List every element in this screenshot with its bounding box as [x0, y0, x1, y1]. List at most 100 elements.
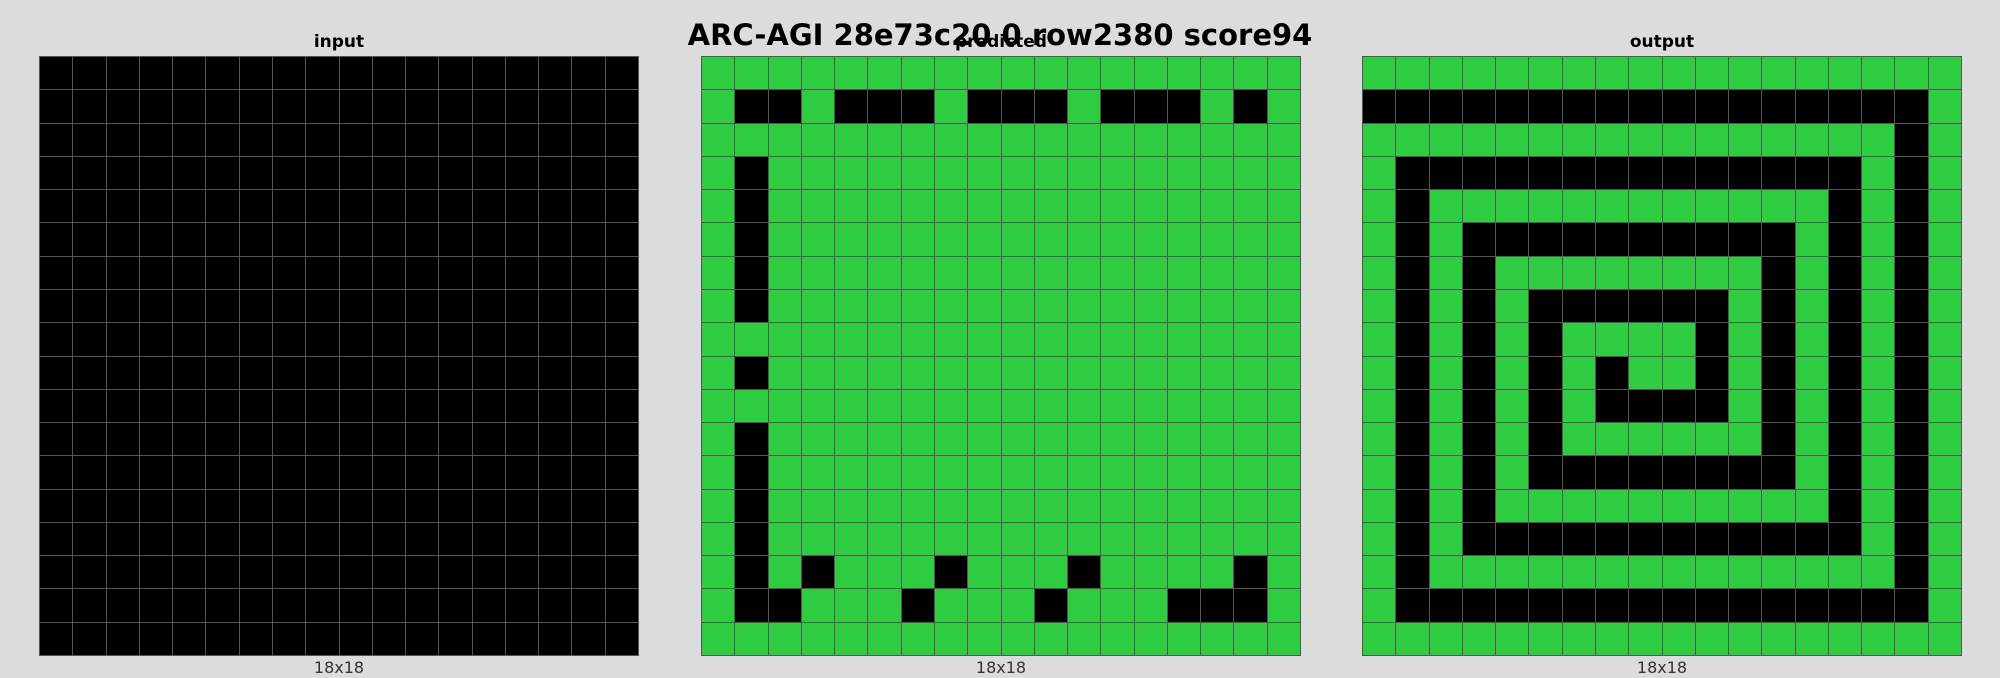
grid-cell [572, 389, 605, 423]
grid-cell [406, 190, 439, 223]
grid-cell [1201, 456, 1234, 489]
grid-cell [1695, 90, 1729, 123]
grid-cell [1662, 389, 1695, 423]
grid-cell [1396, 323, 1429, 356]
grid-cell [306, 123, 339, 156]
grid-cell [40, 323, 73, 356]
grid-cell [1762, 556, 1795, 589]
grid-cell [339, 389, 372, 423]
grid-cell [472, 522, 505, 556]
grid-cell [1529, 423, 1562, 456]
grid-cell [106, 456, 139, 489]
grid-cell [868, 556, 901, 589]
grid-cell [339, 90, 372, 123]
grid-cell [1895, 556, 1928, 589]
grid-cell [1234, 289, 1267, 323]
grid-cell [472, 389, 505, 423]
grid-cell [1529, 223, 1562, 256]
grid-cell [1363, 256, 1396, 289]
grid-cell [1562, 556, 1595, 589]
grid-cell [1695, 223, 1729, 256]
grid-cell [901, 556, 934, 589]
output-panel-title: output [1629, 32, 1695, 52]
grid-cell [1662, 356, 1695, 389]
grid-cell [1001, 389, 1034, 423]
grid-cell [539, 57, 572, 90]
grid-cell [1762, 289, 1795, 323]
grid-cell [439, 489, 472, 522]
grid-cell [1167, 456, 1201, 489]
grid-cell [539, 556, 572, 589]
grid-cell [735, 522, 768, 556]
grid-cell [1363, 589, 1396, 622]
grid-cell [1795, 589, 1828, 622]
grid-cell [139, 522, 173, 556]
grid-cell [1068, 156, 1101, 190]
grid-cell [1496, 522, 1529, 556]
grid-cell [1828, 556, 1862, 589]
grid-cell [1762, 156, 1795, 190]
grid-cell [835, 156, 868, 190]
grid-cell [1134, 456, 1167, 489]
grid-cell [1762, 57, 1795, 90]
grid-cell [934, 356, 968, 389]
grid-cell [1562, 223, 1595, 256]
grid-cell [801, 489, 835, 522]
grid-cell [1729, 289, 1762, 323]
grid-cell [372, 522, 406, 556]
grid-cell [572, 90, 605, 123]
grid-cell [406, 389, 439, 423]
grid-cell [439, 423, 472, 456]
grid-cell [1795, 289, 1828, 323]
grid-cell [73, 489, 106, 522]
grid-cell [868, 57, 901, 90]
grid-cell [1068, 190, 1101, 223]
grid-cell [572, 323, 605, 356]
grid-cell [73, 156, 106, 190]
grid-cell [1862, 622, 1895, 655]
grid-cell [139, 90, 173, 123]
grid-cell [1068, 223, 1101, 256]
grid-cell [1201, 190, 1234, 223]
grid-cell [1695, 190, 1729, 223]
grid-cell [868, 289, 901, 323]
grid-cell [1363, 123, 1396, 156]
grid-cell [1795, 556, 1828, 589]
grid-cell [572, 256, 605, 289]
grid-cell [1429, 90, 1462, 123]
grid-cell [1267, 489, 1300, 522]
grid-cell [40, 389, 73, 423]
grid-cell [1267, 423, 1300, 456]
grid-cell [439, 389, 472, 423]
grid-cell [1429, 456, 1462, 489]
grid-cell [1462, 522, 1496, 556]
grid-cell [1595, 456, 1629, 489]
grid-cell [1928, 256, 1961, 289]
grid-cell [934, 389, 968, 423]
grid-cell [1396, 123, 1429, 156]
grid-cell [306, 156, 339, 190]
grid-cell [1462, 622, 1496, 655]
grid-cell [1529, 289, 1562, 323]
grid-cell [868, 323, 901, 356]
grid-cell [139, 156, 173, 190]
grid-cell [1001, 456, 1034, 489]
grid-cell [1034, 90, 1068, 123]
grid-cell [1101, 622, 1134, 655]
grid-cell [801, 522, 835, 556]
grid-cell [1928, 123, 1961, 156]
grid-cell [934, 57, 968, 90]
grid-cell [73, 389, 106, 423]
grid-cell [239, 622, 272, 655]
grid-cell [1729, 522, 1762, 556]
predicted-grid-size: 18x18 [975, 658, 1027, 677]
grid-cell [735, 423, 768, 456]
grid-cell [702, 57, 735, 90]
grid-cell [1068, 456, 1101, 489]
grid-cell [1462, 90, 1496, 123]
grid-cell [934, 589, 968, 622]
grid-cell [1429, 489, 1462, 522]
grid-cell [572, 223, 605, 256]
grid-cell [173, 423, 206, 456]
grid-cell [173, 556, 206, 589]
